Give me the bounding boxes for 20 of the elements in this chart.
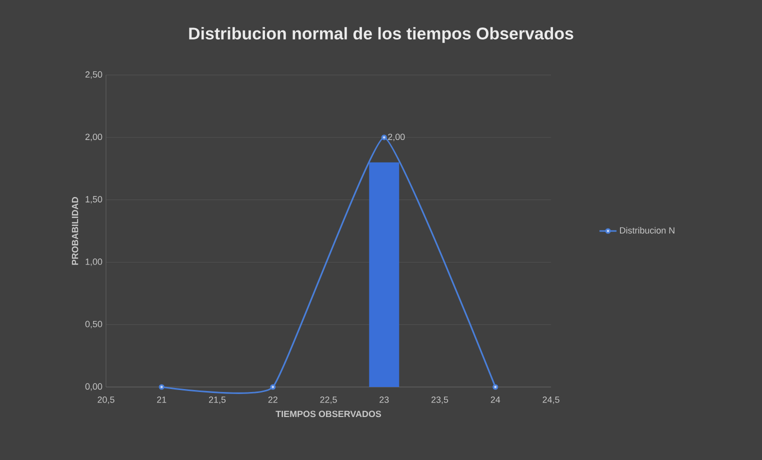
x-tick-label: 24 xyxy=(490,396,500,403)
x-tick-label: 23,5 xyxy=(431,396,448,404)
x-tick-label: 21 xyxy=(157,396,166,403)
y-axis-title: PROBABILIDAD xyxy=(72,197,78,265)
chart-title: Distribucion normal de los tiempos Observados xyxy=(189,27,574,43)
data-label: 2,00 xyxy=(388,134,405,142)
x-tick-label: 23 xyxy=(380,396,389,403)
y-tick-label: 1,50 xyxy=(86,196,102,204)
y-tick-label: 1,00 xyxy=(86,258,102,266)
y-tick-label: 0,50 xyxy=(85,320,102,328)
x-tick-label: 20,5 xyxy=(98,396,114,404)
x-tick-label: 22 xyxy=(268,396,278,403)
y-tick-label: 2,00 xyxy=(85,134,102,142)
legend-label: Distribucion N xyxy=(620,227,674,234)
y-tick-label: 0,00 xyxy=(85,383,102,391)
x-axis-title: TIEMPOS OBSERVADOS xyxy=(276,410,382,418)
x-tick-label: 21,5 xyxy=(208,396,226,404)
x-tick-label: 24,5 xyxy=(542,396,560,404)
y-tick-label: 2,50 xyxy=(85,71,102,79)
x-tick-label: 22,5 xyxy=(320,396,337,404)
